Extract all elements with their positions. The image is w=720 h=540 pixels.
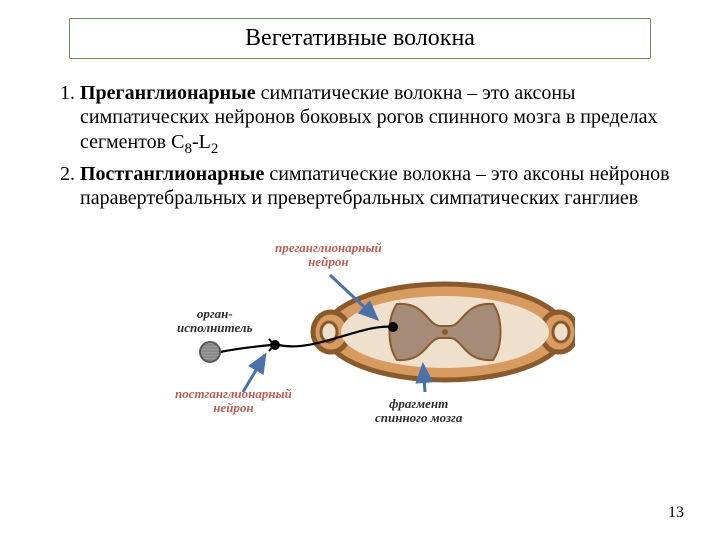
- li1-sub2: 2: [211, 141, 219, 157]
- li2-bold: Постганглионарные: [80, 163, 264, 185]
- list-item-1: Преганглионарные симпатические волокна –…: [80, 81, 680, 158]
- li1-sub1: 8: [184, 141, 192, 157]
- bullet-list: Преганглионарные симпатические волокна –…: [40, 81, 680, 211]
- label-postganglionic: постганглионарный нейрон: [175, 387, 292, 416]
- li1-rest2: L: [199, 131, 211, 153]
- label-preganglionic: преганглионарный нейрон: [275, 241, 382, 270]
- title-box: Вегетативные волокна: [69, 18, 651, 59]
- slide: Вегетативные волокна Преганглионарные си…: [0, 0, 720, 540]
- slide-title: Вегетативные волокна: [245, 25, 475, 51]
- li1-bold: Преганглионарные: [80, 82, 256, 104]
- li1-dash: -: [192, 131, 199, 153]
- list-item-2: Постганглионарные симпатические волокна …: [80, 162, 680, 211]
- spinal-cord-diagram: преганглионарный нейрон орган- исполните…: [145, 237, 575, 437]
- page-number: 13: [668, 504, 684, 522]
- label-organ: орган- исполнитель: [177, 307, 253, 336]
- label-fragment: фрагмент спинного мозга: [375, 397, 462, 426]
